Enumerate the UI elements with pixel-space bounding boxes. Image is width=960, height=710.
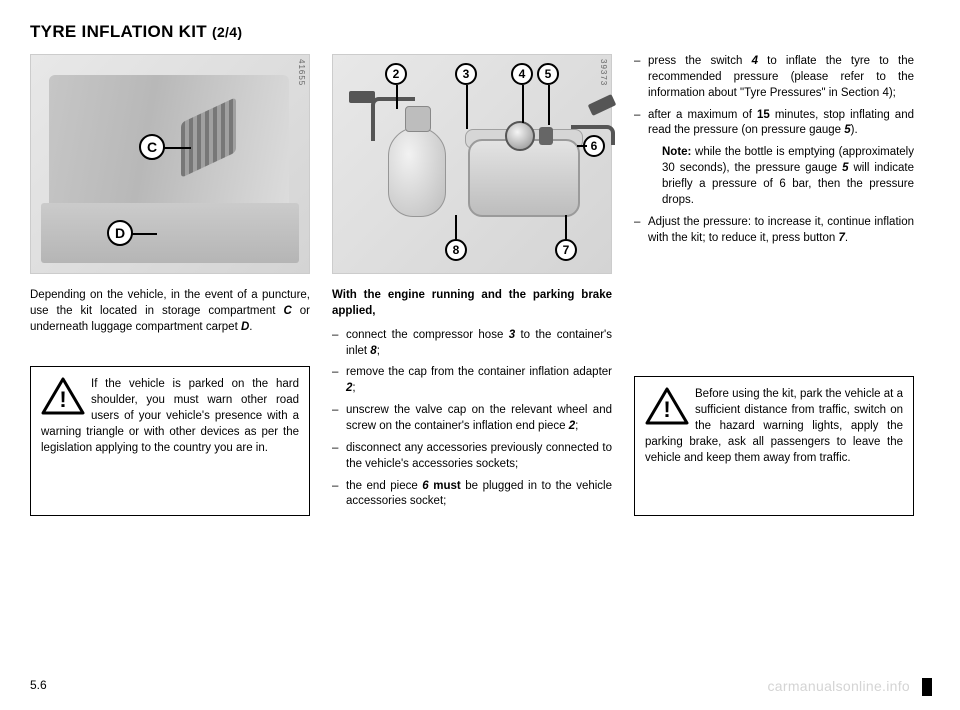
svg-text:!: ! xyxy=(59,387,66,412)
label-c: C xyxy=(139,134,165,160)
list-item: the end piece 6 must be plugged in to th… xyxy=(332,479,612,511)
col2-list: connect the compressor hose 3 to the con… xyxy=(332,328,612,511)
note-block: Note: while the bottle is emptying (appr… xyxy=(648,145,914,208)
col2-heading: With the engine running and the parking … xyxy=(332,288,612,320)
kit-gauge xyxy=(505,121,535,151)
col3-list: press the switch 4 to inflate the tyre t… xyxy=(634,54,914,246)
page-number: 5.6 xyxy=(30,678,47,692)
label-7: 7 xyxy=(555,239,577,261)
lead-5 xyxy=(548,85,550,125)
list-item: unscrew the valve cap on the relevant wh… xyxy=(332,403,612,435)
label-4: 4 xyxy=(511,63,533,85)
list-item: after a maximum of 15 minutes, stop infl… xyxy=(634,108,914,209)
label-5: 5 xyxy=(537,63,559,85)
lead-4 xyxy=(522,85,524,123)
lead-3 xyxy=(466,85,468,129)
warning-box-1: ! If the vehicle is parked on the hard s… xyxy=(30,366,310,516)
list-item: Adjust the pressure: to increase it, con… xyxy=(634,215,914,247)
col2-text: With the engine running and the parking … xyxy=(332,288,612,516)
kit-compressor xyxy=(468,139,580,217)
warning-icon: ! xyxy=(41,377,85,415)
label-3: 3 xyxy=(455,63,477,85)
lead-line-c xyxy=(163,147,191,149)
column-1: 41655 C D Depending on the vehicle, in t… xyxy=(30,54,310,516)
label-8: 8 xyxy=(445,239,467,261)
col1-paragraph: Depending on the vehicle, in the event o… xyxy=(30,288,310,344)
column-3: press the switch 4 to inflate the tyre t… xyxy=(634,54,914,516)
list-item: press the switch 4 to inflate the tyre t… xyxy=(634,54,914,102)
title-main: TYRE INFLATION KIT xyxy=(30,22,207,41)
column-2: 39373 2 3 4 5 6 7 8 Wi xyxy=(332,54,612,516)
kit-switch xyxy=(539,127,553,145)
end-mark-icon xyxy=(922,678,932,696)
figure-trunk: 41655 C D xyxy=(30,54,310,274)
image-id-1: 41655 xyxy=(297,59,306,86)
label-d: D xyxy=(107,220,133,246)
image-id-2: 39373 xyxy=(599,59,608,86)
list-item: connect the compressor hose 3 to the con… xyxy=(332,328,612,360)
lead-2 xyxy=(396,85,398,109)
title-sub: (2/4) xyxy=(212,24,242,40)
kit-bottle xyxy=(388,127,446,217)
lead-7 xyxy=(565,215,567,241)
figure-kit: 39373 2 3 4 5 6 7 8 xyxy=(332,54,612,274)
label-2: 2 xyxy=(385,63,407,85)
trunk-floor xyxy=(41,203,299,263)
warning-icon: ! xyxy=(645,387,689,425)
watermark: carmanualsonline.info xyxy=(768,678,911,694)
svg-text:!: ! xyxy=(663,397,670,422)
page-title: TYRE INFLATION KIT (2/4) xyxy=(30,22,932,42)
list-item: disconnect any accessories previously co… xyxy=(332,441,612,473)
list-item: remove the cap from the container inflat… xyxy=(332,365,612,397)
lead-8 xyxy=(455,215,457,241)
lead-6 xyxy=(577,145,587,147)
lead-line-d xyxy=(131,233,157,235)
col3-text: press the switch 4 to inflate the tyre t… xyxy=(634,54,914,252)
kit-plug-right xyxy=(588,94,617,116)
warning-box-2: ! Before using the kit, park the vehicle… xyxy=(634,376,914,516)
content-columns: 41655 C D Depending on the vehicle, in t… xyxy=(30,54,932,516)
